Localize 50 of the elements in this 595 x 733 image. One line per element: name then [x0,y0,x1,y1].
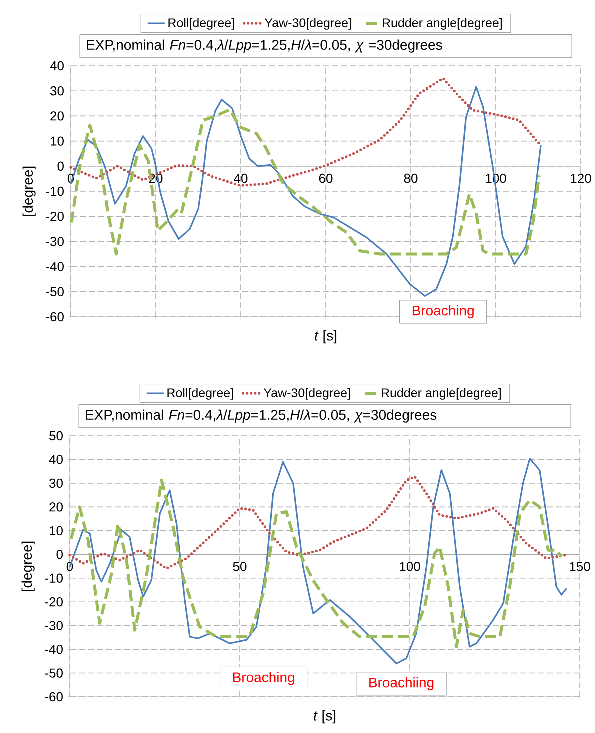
annotation: Broaching [233,672,294,686]
legend-label: Yaw-30[degree] [264,388,350,400]
y-tick-label: 20 [50,112,64,121]
y-tick-label: -40 [46,262,64,272]
x-tick-label: 50 [233,562,247,572]
y-tick-label: -10 [46,186,64,196]
legend-label: Roll[degree] [168,388,234,400]
y-tick-label: -20 [46,212,64,222]
y-tick-label: 10 [51,136,64,146]
line-series [68,476,566,570]
legend-label: Rudder angle[degree] [382,388,501,400]
x-tick-label: 80 [404,174,418,184]
annotation: Broachiing [370,677,434,690]
legend-label: Rudder angle[degree] [383,18,502,30]
chart-title: EXP,nominal Fn=0.4,λ/Lpp=1.25,H/λ=0.05, χ=30degrees [86,410,437,423]
y-tick-label: 30 [50,86,64,96]
y-tick-label: 40 [49,455,63,464]
x-tick-label: 0 [66,562,74,572]
x-tick-label: 100 [400,562,420,572]
line-series [70,77,541,188]
y-tick-label: -40 [45,644,63,654]
y-tick-label: -50 [45,668,63,678]
x-tick-label: 60 [319,174,333,184]
y-tick-label: 0 [56,550,63,560]
y-tick-label: 20 [50,502,63,512]
annotation: Broaching [412,305,474,319]
legend-label: Yaw-30[degree] [264,18,352,30]
line-series [68,478,564,648]
y-tick-label: -60 [46,312,64,322]
chart-title: EXP,nominal Fn=0.4,λ/Lpp=1.25,H/λ=0.05, χ =30degrees [87,40,442,53]
y-tick-label: -20 [45,597,63,607]
y-tick-label: -30 [45,621,63,630]
y-axis-title: [degree] [22,542,35,592]
y-tick-label: -30 [46,237,64,246]
x-tick-label: 150 [570,562,590,572]
line-series [70,108,541,256]
y-tick-label: 50 [50,431,63,441]
x-tick-label: 120 [571,174,592,184]
y-tick-label: -50 [46,287,64,297]
x-axis-title: t [s] [315,330,337,344]
x-axis-title: t [s] [314,710,336,724]
y-tick-label: 10 [50,526,63,536]
y-tick-label: 0 [58,162,64,172]
y-tick-label: -60 [45,692,63,702]
y-tick-label: -10 [45,574,63,583]
x-tick-label: 40 [234,174,248,184]
y-tick-label: 30 [50,478,63,488]
y-axis-title: [degree] [22,166,36,216]
y-tick-label: 40 [50,61,64,71]
legend-label: Roll[degree] [168,18,234,30]
